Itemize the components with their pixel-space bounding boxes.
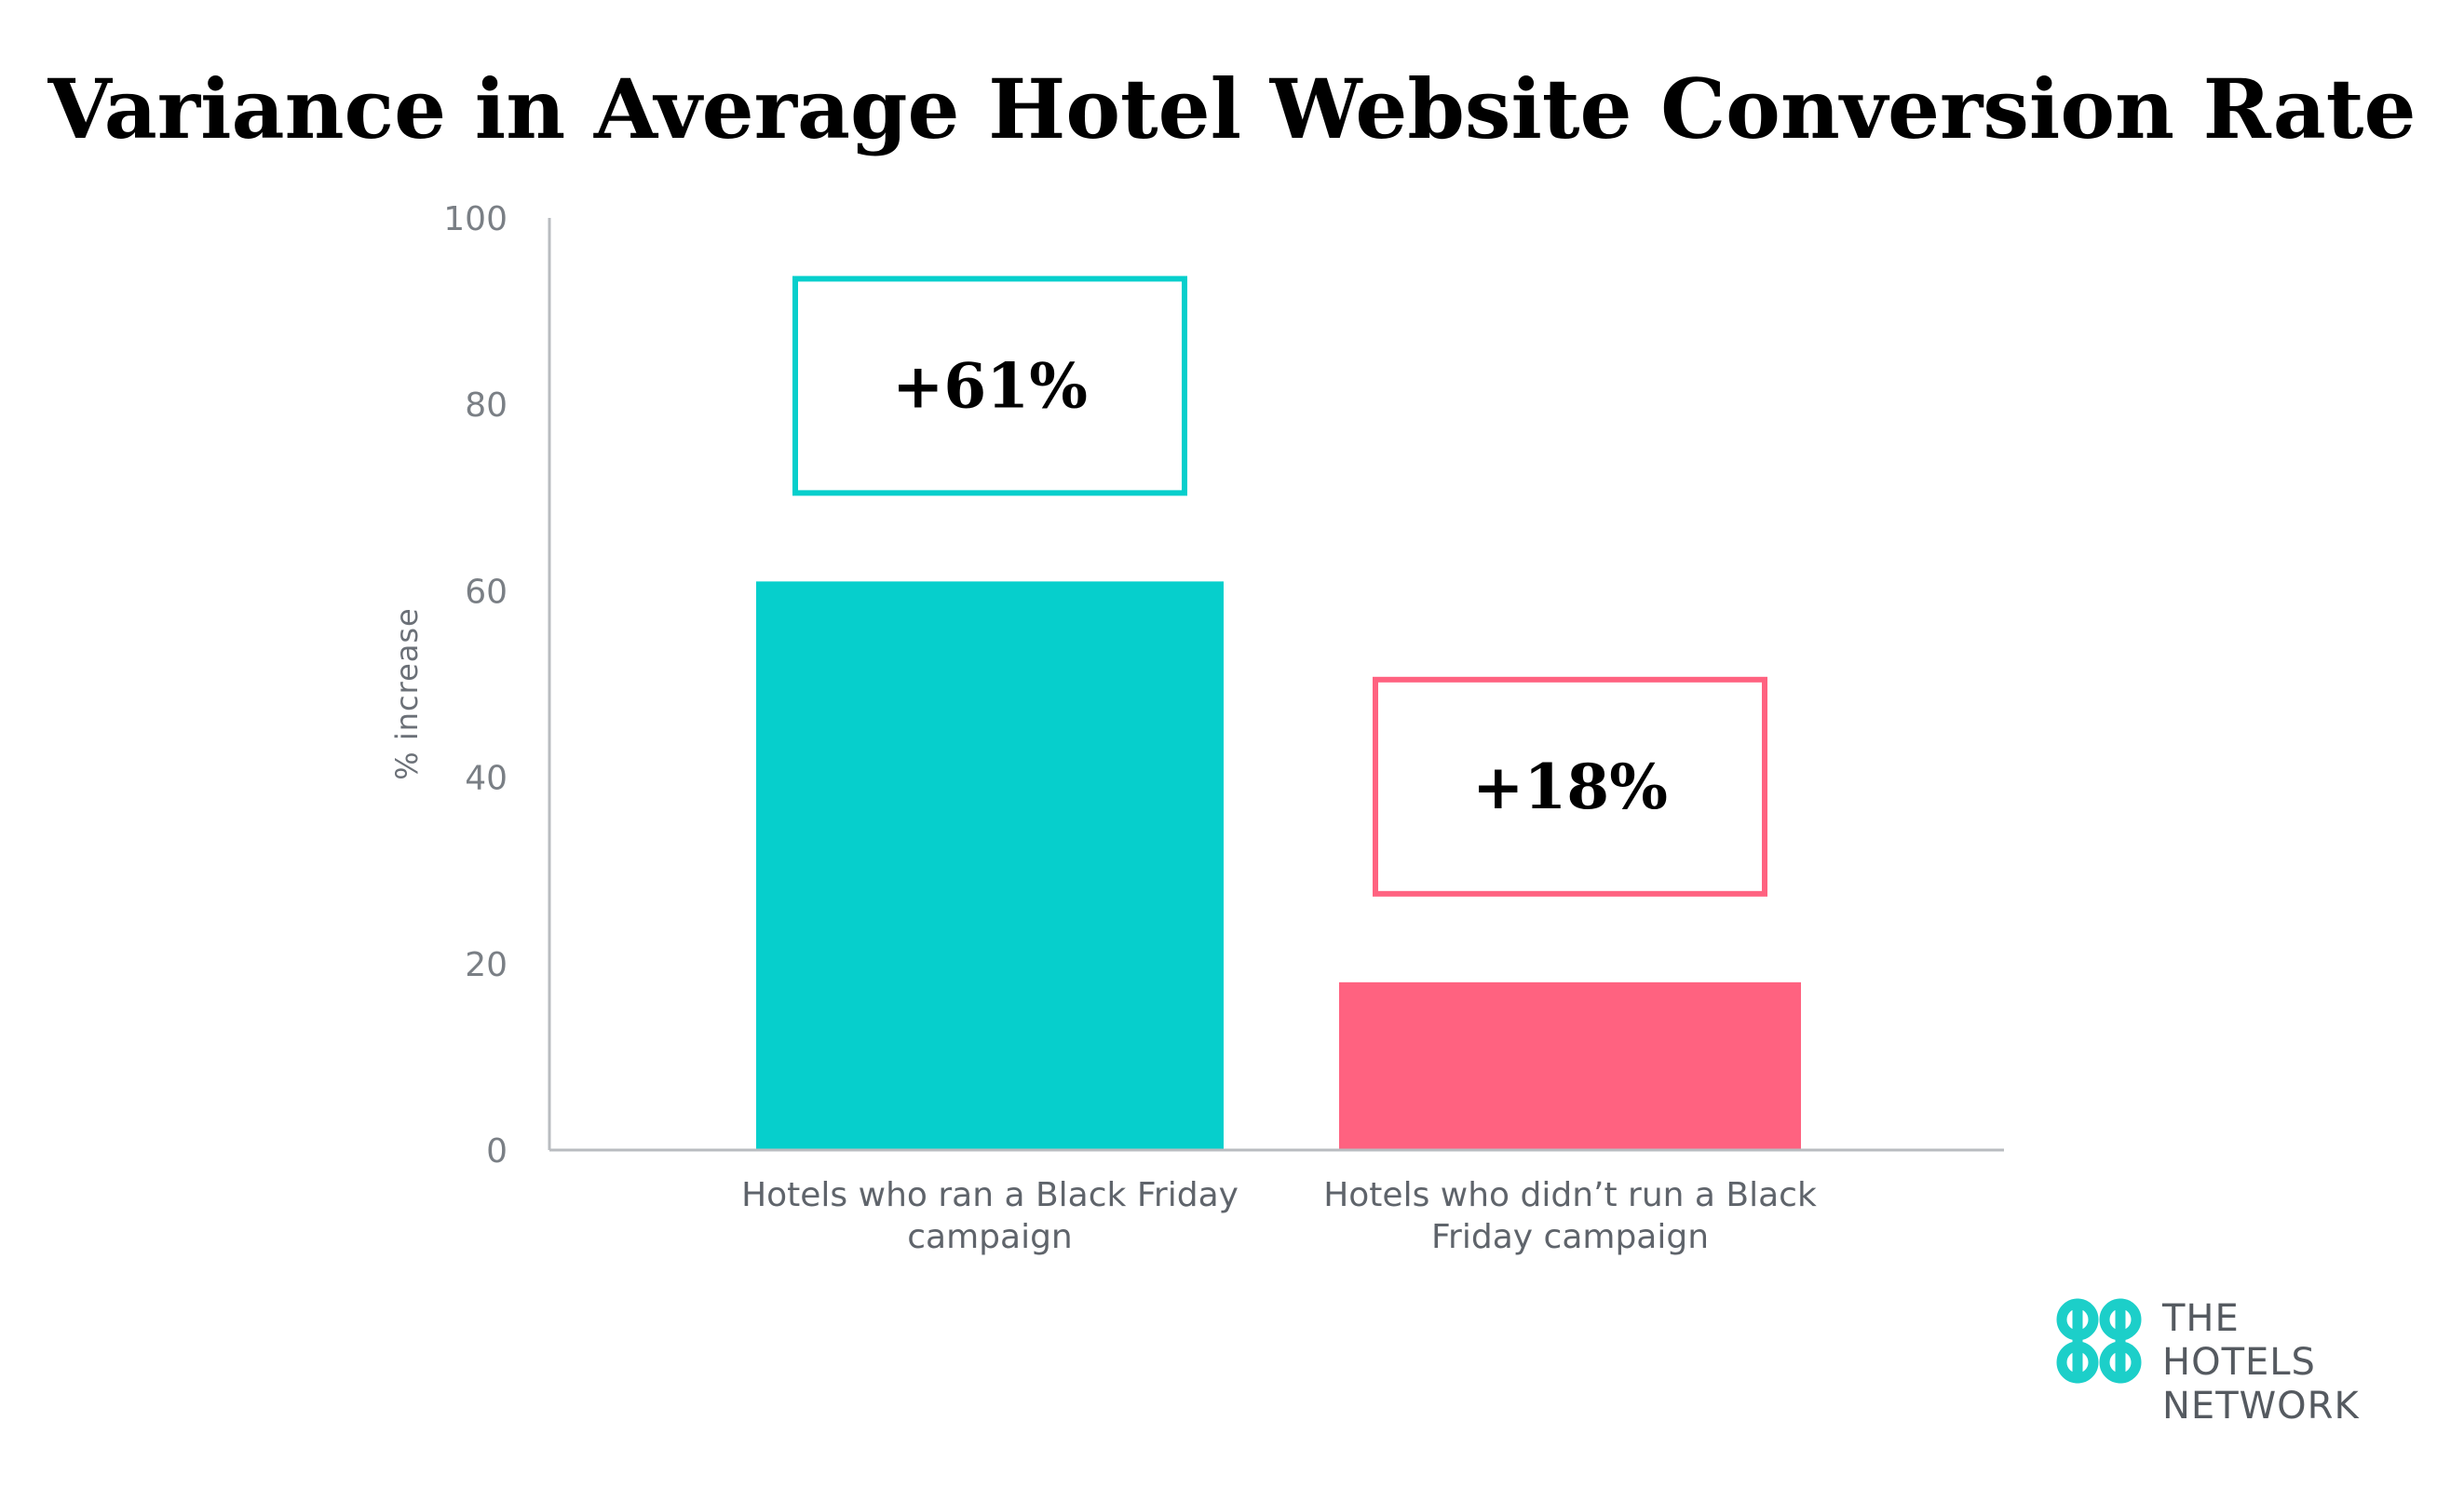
y-tick-label: 80	[465, 386, 508, 425]
data-labels: +61% +18%	[792, 276, 1767, 897]
y-axis-label-group: % increase	[389, 607, 425, 779]
data-label: +18%	[1472, 751, 1668, 823]
y-tick-label: 20	[465, 946, 508, 984]
category-label-line: campaign	[907, 1218, 1073, 1256]
category-label-line: Friday campaign	[1431, 1218, 1709, 1256]
bar	[1339, 981, 1801, 1150]
category-label-line: Hotels who didn’t run a Black	[1323, 1176, 1817, 1214]
chart-title: Variance in Average Hotel Website Conver…	[47, 61, 2417, 157]
data-label: +61%	[892, 349, 1088, 422]
bars	[756, 581, 1801, 1150]
logo-line-3: NETWORK	[2162, 1385, 2360, 1428]
logo-line-1: THE	[2161, 1297, 2240, 1340]
y-axis-ticks: 0 20 40 60 80 100	[443, 200, 508, 1171]
y-tick-label: 0	[486, 1132, 508, 1171]
y-tick-label: 40	[465, 760, 508, 798]
category-label-line: Hotels who ran a Black Friday	[741, 1176, 1239, 1214]
data-label-box	[1373, 676, 1767, 897]
hotels-network-logo-icon	[2056, 1298, 2142, 1384]
company-logo: THE HOTELS NETWORK	[2056, 1297, 2360, 1428]
bar	[756, 581, 1224, 1150]
y-tick-label: 100	[443, 200, 508, 238]
y-tick-label: 60	[465, 573, 508, 611]
data-label-box	[792, 276, 1187, 496]
category-labels: Hotels who ran a Black Friday campaign Hot…	[741, 1176, 1817, 1256]
y-axis-label: % increase	[389, 607, 425, 779]
logo-line-2: HOTELS	[2162, 1341, 2316, 1384]
